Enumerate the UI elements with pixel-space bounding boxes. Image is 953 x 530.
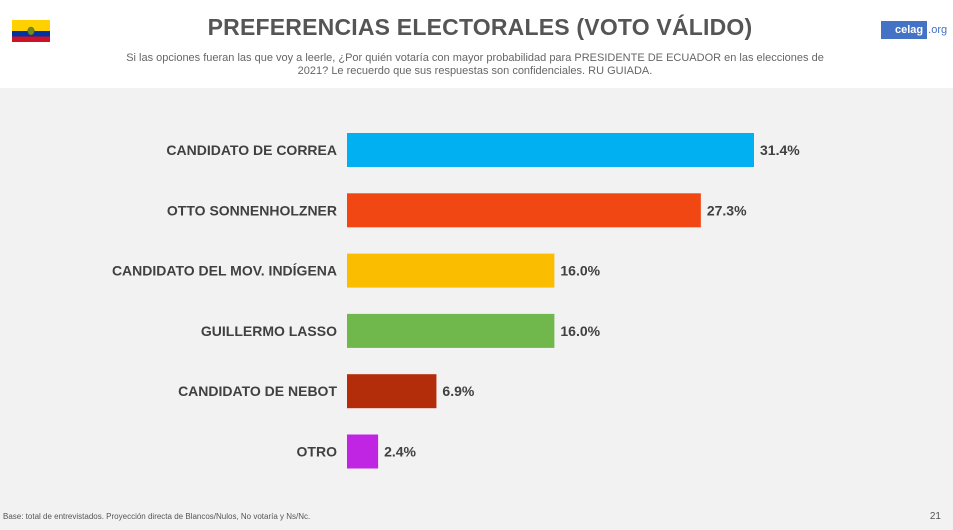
bar-chart: CANDIDATO DE CORREA 31.4% OTTO SONNENHOLZN… — [112, 133, 800, 469]
page-title: PREFERENCIAS ELECTORALES (VOTO VÁLIDO) — [207, 14, 753, 40]
value-label: 16.0% — [560, 323, 600, 339]
value-label: 6.9% — [442, 383, 474, 399]
page-number: 21 — [929, 511, 941, 522]
bar — [347, 313, 555, 348]
value-label: 31.4% — [760, 142, 800, 158]
category-label: CANDIDATO DE NEBOT — [178, 383, 337, 399]
logo-tld: .org — [928, 24, 948, 36]
category-label: CANDIDATO DE CORREA — [166, 142, 337, 158]
flag-red-band — [12, 36, 50, 42]
flag-yellow-band — [12, 20, 50, 31]
flag-coat-of-arms — [27, 26, 35, 36]
bar — [347, 253, 555, 288]
value-label: 2.4% — [384, 444, 416, 460]
celag-logo: celag .org — [881, 21, 947, 39]
bar — [347, 133, 754, 167]
ecuador-flag-icon — [12, 20, 50, 42]
category-label: OTTO SONNENHOLZNER — [167, 202, 337, 218]
header: PREFERENCIAS ELECTORALES (VOTO VÁLIDO) S… — [0, 0, 953, 88]
category-label: CANDIDATO DEL MOV. INDÍGENA — [112, 263, 337, 279]
chart-area: CANDIDATO DE CORREA 31.4% OTTO SONNENHOLZN… — [0, 88, 953, 530]
bar — [347, 434, 379, 469]
survey-question: Si las opciones fueran las que voy a lee… — [126, 52, 824, 77]
footer-note: Base: total de entrevistados. Proyección… — [3, 512, 311, 521]
value-label: 16.0% — [560, 263, 600, 279]
category-label: OTRO — [297, 444, 338, 460]
bar — [347, 374, 437, 409]
value-label: 27.3% — [707, 202, 747, 218]
bar — [347, 193, 701, 228]
logo-text: celag — [881, 21, 928, 39]
category-label: GUILLERMO LASSO — [201, 323, 337, 339]
